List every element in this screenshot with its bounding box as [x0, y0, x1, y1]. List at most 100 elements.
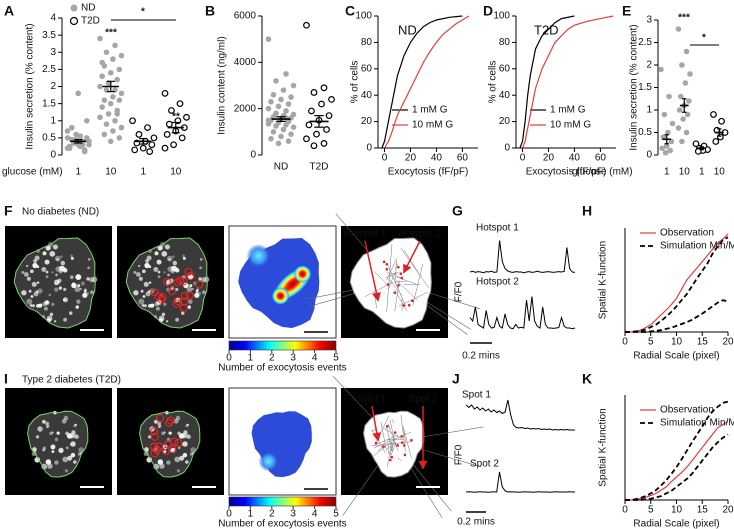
point	[668, 138, 675, 145]
granule	[29, 304, 32, 307]
y-tick-label: 1	[646, 105, 652, 116]
granule	[73, 434, 78, 439]
point	[290, 124, 297, 130]
granule	[186, 423, 189, 426]
y-tick-label: 60	[499, 63, 511, 74]
granule	[69, 443, 73, 447]
voronoi-edge	[373, 431, 411, 449]
granule	[157, 425, 161, 429]
trace	[465, 471, 575, 493]
y-tick-label: 1.5	[638, 82, 652, 93]
x-tick-label: 0	[622, 505, 628, 516]
granule	[164, 244, 170, 250]
spot-arrow	[371, 405, 382, 442]
granule	[90, 290, 94, 294]
event-dot	[400, 441, 404, 444]
point	[265, 117, 272, 124]
granule	[49, 431, 53, 436]
spot-label: Hotspot 1	[344, 229, 387, 240]
granule	[178, 433, 185, 439]
granule	[85, 291, 89, 296]
granule	[21, 270, 25, 275]
colorbar-tick-label: 2	[269, 353, 275, 364]
point	[270, 91, 277, 98]
point	[310, 89, 318, 96]
granule	[156, 259, 162, 265]
event-dot	[385, 263, 389, 266]
granule	[197, 291, 201, 296]
granule	[161, 312, 166, 317]
point	[283, 108, 289, 114]
y-tick-label: 3.5	[42, 30, 56, 41]
voronoi-edge	[396, 276, 417, 285]
point	[285, 138, 292, 144]
x-tick-label: 60	[457, 153, 469, 164]
panel-letter: F	[4, 203, 13, 219]
granule	[157, 421, 162, 426]
granule	[185, 434, 190, 439]
point	[135, 131, 143, 138]
granule	[147, 435, 152, 439]
point	[150, 134, 158, 142]
point	[684, 111, 691, 118]
colorbar-tick-label: 1	[248, 353, 254, 364]
point	[658, 66, 664, 73]
point	[103, 49, 110, 56]
point	[290, 82, 297, 89]
series-line	[521, 15, 614, 149]
granule	[175, 287, 179, 292]
granule	[185, 424, 189, 428]
granule	[179, 455, 185, 461]
granule	[182, 256, 186, 260]
point	[675, 125, 682, 131]
point	[285, 101, 292, 107]
point	[669, 120, 676, 127]
series-line	[625, 233, 729, 333]
point	[712, 138, 720, 145]
granule	[43, 306, 48, 311]
point	[303, 21, 310, 29]
granule	[133, 270, 137, 275]
trace	[465, 399, 575, 431]
x-axis-label: glucose (mM)	[572, 167, 633, 178]
y-tick-label: 0.5	[42, 133, 56, 144]
granule	[155, 306, 160, 311]
y-tick-label: 0	[504, 143, 510, 154]
x-tick-label: 1	[664, 167, 670, 178]
granule	[63, 287, 67, 292]
voronoi-edge	[402, 425, 412, 459]
event-site	[179, 303, 188, 312]
islet-outline	[13, 237, 96, 329]
x-tick-label: 10	[170, 167, 182, 178]
annotation: ***	[105, 28, 117, 39]
granule	[37, 426, 43, 432]
granule	[87, 258, 91, 261]
granule	[26, 298, 33, 305]
point	[81, 148, 88, 155]
point	[280, 126, 287, 133]
event-site	[150, 449, 159, 458]
y-tick-label: 80	[361, 37, 373, 48]
legend-label: 1 mM G	[550, 105, 586, 116]
colorbar-tick-label: 4	[312, 353, 318, 364]
y-tick-label: 40	[361, 90, 373, 101]
point	[270, 129, 277, 135]
granule	[167, 273, 170, 277]
granule	[31, 451, 37, 457]
granule	[42, 448, 46, 452]
voronoi-edge	[412, 263, 424, 306]
granule	[32, 262, 38, 269]
granule	[157, 275, 161, 279]
granule	[71, 282, 76, 286]
granule	[54, 287, 59, 292]
point	[275, 140, 282, 147]
granule	[35, 435, 40, 439]
x-tick-label: 40	[569, 153, 581, 164]
event-site	[156, 414, 165, 423]
granule	[163, 450, 167, 454]
point	[176, 100, 184, 108]
granule	[175, 317, 180, 322]
granule	[69, 275, 74, 280]
legend-label: 10 mM G	[550, 120, 591, 131]
x-tick-label: 10	[671, 337, 683, 348]
